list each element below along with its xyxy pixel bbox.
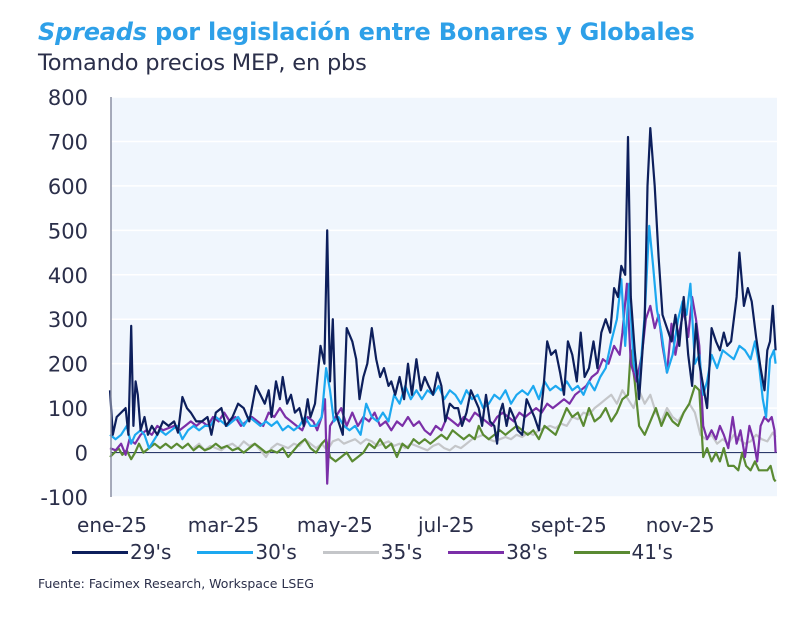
source-note: Fuente: Facimex Research, Workspace LSEG xyxy=(38,576,314,591)
legend: 29's 30's 35's 38's 41's xyxy=(72,540,699,564)
x-tick-label: sept-25 xyxy=(531,513,607,537)
y-axis-ticks: 800 700 600 500 400 300 200 100 0 -100 xyxy=(40,86,88,510)
x-tick-label: ene-25 xyxy=(77,513,147,537)
legend-item: 30's xyxy=(197,540,297,564)
legend-item: 41's xyxy=(573,540,673,564)
y-tick-label: 700 xyxy=(48,130,88,154)
x-tick-label: nov-25 xyxy=(646,513,715,537)
legend-label: 38's xyxy=(506,540,548,564)
chart-title: Spreads por legislación entre Bonares y … xyxy=(38,18,695,46)
legend-swatch xyxy=(72,550,128,554)
legend-label: 35's xyxy=(380,540,423,564)
y-tick-label: 300 xyxy=(48,308,88,332)
chart-subtitle: Tomando precios MEP, en pbs xyxy=(38,50,367,76)
y-tick-label: -100 xyxy=(40,486,88,510)
y-tick-label: 600 xyxy=(48,175,88,199)
legend-swatch xyxy=(448,550,505,554)
legend-swatch xyxy=(322,550,379,554)
legend-label: 29's xyxy=(130,540,172,564)
y-tick-label: 800 xyxy=(48,86,88,110)
plot-background xyxy=(111,97,777,497)
x-axis-ticks: ene-25 mar-25 may-25 jul-25 sept-25 nov-25 xyxy=(77,513,715,537)
chart-title-emphasis: Spreads xyxy=(38,18,147,46)
y-tick-label: 400 xyxy=(48,264,88,288)
series-lines xyxy=(108,127,777,485)
legend-label: 41's xyxy=(631,540,673,564)
series-line-41s xyxy=(109,349,777,483)
legend-item: 38's xyxy=(448,540,548,564)
y-tick-label: 200 xyxy=(48,353,88,377)
chart-title-rest: por legislación entre Bonares y Globales xyxy=(146,18,695,46)
series-line-29s xyxy=(108,127,777,445)
x-tick-label: jul-25 xyxy=(417,513,474,537)
legend-swatch xyxy=(573,550,630,554)
y-tick-label: 0 xyxy=(75,442,88,466)
legend-label: 30's xyxy=(255,540,297,564)
x-tick-label: may-25 xyxy=(297,513,373,537)
y-tick-label: 500 xyxy=(48,219,88,243)
legend-swatch xyxy=(197,550,254,554)
x-tick-label: mar-25 xyxy=(188,513,259,537)
legend-item: 29's xyxy=(72,540,171,564)
legend-item: 35's xyxy=(322,540,423,564)
y-tick-label: 100 xyxy=(48,397,88,421)
series-line-30s xyxy=(109,224,777,450)
